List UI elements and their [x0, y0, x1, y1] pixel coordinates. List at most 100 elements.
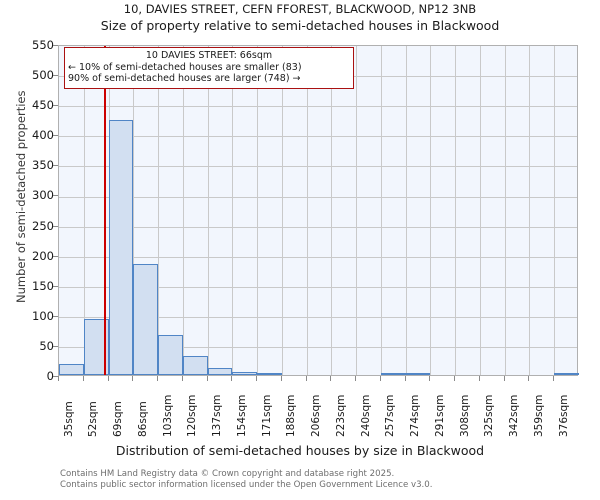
- y-axis-tick-mark: [53, 195, 58, 197]
- y-axis-tick-label: 200: [32, 248, 54, 263]
- gridline-vertical: [133, 46, 135, 375]
- y-axis-tick-mark: [53, 285, 58, 287]
- x-axis-tick-mark: [107, 376, 109, 381]
- y-axis-tick-label: 50: [39, 338, 54, 353]
- x-axis-tick-mark: [181, 376, 183, 381]
- x-axis-tick-label: 171sqm: [260, 394, 273, 437]
- x-axis-tick-mark: [528, 376, 530, 381]
- histogram-bar: [257, 373, 282, 375]
- x-axis-title: Distribution of semi-detached houses by …: [115, 443, 485, 458]
- x-axis-tick-mark: [206, 376, 208, 381]
- histogram-bar: [108, 119, 134, 375]
- y-axis-title: Number of semi-detached properties: [14, 90, 28, 303]
- x-axis-tick-mark: [404, 376, 406, 381]
- gridline-vertical: [554, 46, 556, 375]
- page-title: 10, DAVIES STREET, CEFN FFOREST, BLACKWO…: [123, 2, 477, 16]
- y-axis-labels: 0 50 100 150 200 250 300 350 400 450 500 550: [0, 0, 54, 500]
- gridline-horizontal: [59, 226, 577, 228]
- x-axis-tick-mark: [256, 376, 258, 381]
- y-axis-tick-mark: [53, 135, 58, 137]
- x-axis-tick-label: 342sqm: [508, 394, 521, 437]
- gridline-horizontal: [59, 316, 577, 318]
- x-axis-tick-label: 359sqm: [532, 394, 545, 437]
- y-axis-tick-label: 100: [32, 308, 54, 323]
- x-axis-tick-label: 52sqm: [87, 401, 100, 437]
- gridline-vertical: [207, 46, 209, 375]
- gridline-vertical: [430, 46, 432, 375]
- x-axis-tick-label: 223sqm: [334, 394, 347, 437]
- gridline-vertical: [331, 46, 333, 375]
- x-axis-tick-mark: [503, 376, 505, 381]
- gridline-vertical: [479, 46, 481, 375]
- gridline-vertical: [529, 46, 531, 375]
- footer-line-1: Contains HM Land Registry data © Crown c…: [60, 469, 395, 479]
- x-axis-tick-label: 137sqm: [211, 394, 224, 437]
- y-axis-tick-label: 250: [32, 218, 54, 233]
- gridline-vertical: [455, 46, 457, 375]
- y-axis-tick-label: 300: [32, 188, 54, 203]
- annotation-line-2: ← 10% of semi-detached houses are smalle…: [68, 61, 302, 73]
- annotation-line-1: 10 DAVIES STREET: 66sqm: [145, 50, 273, 61]
- x-axis-tick-mark: [478, 376, 480, 381]
- x-axis-tick-label: 240sqm: [359, 394, 372, 437]
- gridline-horizontal: [59, 136, 577, 138]
- histogram-bar: [133, 264, 159, 375]
- chart-title-block: 10, DAVIES STREET, CEFN FFOREST, BLACKWO…: [0, 2, 600, 34]
- x-axis-tick-label: 274sqm: [409, 394, 422, 437]
- x-axis-tick-label: 206sqm: [310, 394, 323, 437]
- y-axis-tick-mark: [53, 75, 58, 77]
- x-axis-tick-mark: [553, 376, 555, 381]
- gridline-vertical: [306, 46, 308, 375]
- gridline-vertical: [504, 46, 506, 375]
- chart-subtitle: Size of property relative to semi-detach…: [100, 18, 500, 33]
- y-axis-tick-label: 150: [32, 278, 54, 293]
- gridline-vertical: [257, 46, 259, 375]
- y-axis-tick-mark: [53, 345, 58, 347]
- histogram-bar: [182, 355, 208, 375]
- y-axis-tick-mark: [53, 255, 58, 257]
- x-axis-tick-label: 120sqm: [186, 394, 199, 437]
- gridline-horizontal: [59, 286, 577, 288]
- x-axis-tick-mark: [82, 376, 84, 381]
- x-axis-tick-label: 86sqm: [136, 401, 149, 437]
- gridline-vertical: [182, 46, 184, 375]
- x-axis-tick-mark: [305, 376, 307, 381]
- gridline-vertical: [405, 46, 407, 375]
- x-axis-tick-label: 103sqm: [161, 394, 174, 437]
- annotation-box: 10 DAVIES STREET: 66sqm ← 10% of semi-de…: [64, 47, 354, 89]
- histogram-bar: [59, 364, 84, 375]
- gridline-vertical: [281, 46, 283, 375]
- y-axis-tick-label: 550: [32, 38, 54, 52]
- gridline-vertical: [380, 46, 382, 375]
- x-axis-tick-mark: [157, 376, 159, 381]
- x-axis-tick-label: 257sqm: [384, 394, 397, 437]
- histogram-bar: [207, 367, 233, 375]
- gridline-vertical: [83, 46, 85, 375]
- gridline-vertical: [232, 46, 234, 375]
- x-axis-tick-mark: [231, 376, 233, 381]
- plot-area: [58, 45, 579, 376]
- y-axis-tick-mark: [53, 315, 58, 317]
- x-axis-tick-mark: [330, 376, 332, 381]
- histogram-bar: [405, 373, 431, 375]
- x-axis-tick-mark: [132, 376, 134, 381]
- x-axis-tick-label: 69sqm: [112, 401, 125, 437]
- x-axis-tick-mark: [379, 376, 381, 381]
- histogram-bar: [232, 372, 258, 375]
- x-axis-tick-label: 188sqm: [285, 394, 298, 437]
- y-axis-tick-mark: [53, 45, 58, 46]
- x-axis-tick-mark: [280, 376, 282, 381]
- x-axis-tick-mark: [429, 376, 431, 381]
- annotation-line-3: 90% of semi-detached houses are larger (…: [68, 73, 301, 84]
- histogram-bar: [554, 373, 579, 375]
- y-axis-tick-mark: [53, 165, 58, 167]
- y-axis-tick-label: 350: [32, 158, 54, 173]
- property-marker-line: [104, 46, 106, 375]
- y-axis-tick-mark: [53, 225, 58, 227]
- y-axis-tick-label: 400: [32, 128, 54, 143]
- gridline-horizontal: [59, 196, 577, 198]
- y-axis-tick-label: 0: [46, 369, 54, 383]
- gridline-horizontal: [59, 256, 577, 258]
- x-axis-tick-label: 308sqm: [458, 394, 471, 437]
